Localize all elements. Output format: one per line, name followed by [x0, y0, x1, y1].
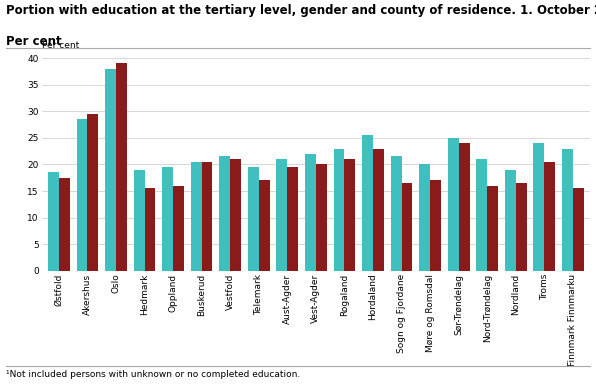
Bar [173, 186, 184, 271]
Bar [362, 135, 373, 271]
Bar [287, 167, 298, 271]
Bar [248, 167, 259, 271]
Bar [316, 164, 327, 271]
Bar [116, 63, 127, 271]
Bar [305, 154, 316, 271]
Bar [505, 170, 516, 271]
Bar [533, 143, 544, 271]
Bar [516, 183, 527, 271]
Bar [162, 167, 173, 271]
Bar [76, 119, 88, 271]
Bar [88, 114, 98, 271]
Bar [277, 159, 287, 271]
Text: Portion with education at the tertiary level, gender and county of residence. 1.: Portion with education at the tertiary l… [6, 4, 596, 17]
Text: Per cent: Per cent [42, 41, 79, 50]
Bar [476, 159, 487, 271]
Bar [573, 188, 583, 271]
Bar [459, 143, 470, 271]
Bar [448, 138, 459, 271]
Bar [334, 149, 344, 271]
Bar [562, 149, 573, 271]
Bar [191, 162, 201, 271]
Bar [544, 162, 555, 271]
Bar [430, 180, 441, 271]
Bar [402, 183, 412, 271]
Bar [391, 156, 402, 271]
Bar [48, 173, 59, 271]
Bar [419, 164, 430, 271]
Bar [59, 178, 70, 271]
Bar [230, 159, 241, 271]
Bar [219, 156, 230, 271]
Bar [134, 170, 144, 271]
Bar [144, 188, 156, 271]
Bar [259, 180, 269, 271]
Text: ¹Not included persons with unknown or no completed education.: ¹Not included persons with unknown or no… [6, 370, 300, 378]
Bar [201, 162, 213, 271]
Bar [487, 186, 498, 271]
Bar [373, 149, 384, 271]
Bar [344, 159, 355, 271]
Text: Per cent: Per cent [6, 35, 61, 48]
Bar [105, 68, 116, 271]
